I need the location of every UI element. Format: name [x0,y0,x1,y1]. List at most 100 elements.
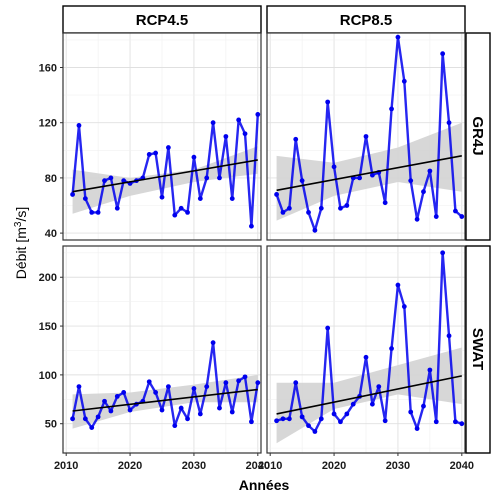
data-point [446,333,452,339]
data-point [236,117,242,123]
x-tick-label: 2030 [386,460,410,472]
data-point [459,214,465,219]
data-point [70,192,75,197]
data-point [204,175,210,181]
data-point [408,409,414,415]
data-point [274,192,279,197]
row-strips: GR4J SWAT [465,32,491,454]
data-point [363,134,369,139]
data-point [357,175,363,181]
data-point [159,407,165,413]
panel-border [266,245,466,454]
data-point [389,106,394,112]
series-line [71,341,259,429]
panel-SWAT-RCP4.5 [62,245,262,454]
data-point [114,205,120,211]
data-point [325,99,331,105]
data-point [293,380,299,386]
data-point [102,178,107,184]
data-point [146,152,152,157]
data-point [433,419,439,425]
data-point [108,175,114,181]
y-tick-label: 120 [39,118,57,130]
x-tick-label: 2020 [322,460,346,472]
panels [62,32,466,454]
panel-border [266,32,466,241]
data-point [197,411,203,417]
data-point [197,196,203,202]
data-point [249,223,254,229]
y-axis-title-prefix: Débit [m [13,227,29,279]
data-point [146,379,152,385]
x-tick-label: 2040 [246,460,270,472]
data-point [108,408,114,414]
data-point [299,414,305,420]
data-point [89,425,95,431]
data-point [70,416,75,422]
data-point [363,354,369,360]
data-point [382,418,388,424]
data-point [395,282,401,288]
data-point [369,401,375,407]
data-point [433,214,439,219]
data-point [210,340,216,346]
data-point [102,398,107,404]
trend-line [276,375,462,415]
data-point [312,429,318,434]
x-axis-title: Années [239,477,290,493]
data-point [82,196,88,202]
strip-row-2 [465,245,491,454]
data-point [255,112,261,117]
data-point [338,205,343,211]
data-point [159,194,165,200]
data-point [223,380,229,386]
y-tick-label: 150 [39,321,57,333]
data-point [293,136,299,142]
data-point [401,304,407,309]
y-tick-label: 40 [45,228,57,240]
strip-row-1 [465,32,491,241]
x-tick-label: 2010 [54,460,78,472]
data-point [82,416,88,422]
trend-line [72,388,258,412]
data-point [114,393,120,399]
data-point [440,51,446,57]
strip-label-col-1: RCP4.5 [136,12,189,29]
data-point [172,212,178,218]
trend-line [276,155,462,192]
data-point [453,208,458,214]
y-axis-title: Débit [m3/s] [13,207,30,279]
data-point [453,419,458,425]
data-point [153,390,159,395]
data-point [414,426,420,431]
data-point [421,189,426,195]
data-point [191,154,197,160]
x-tick-label: 2020 [118,460,142,472]
column-strips: RCP4.5 RCP8.5 [62,5,466,34]
data-point [165,145,171,150]
data-point [376,384,382,390]
y-axis-title-suffix: /s] [13,207,29,222]
y-tick-label: 160 [39,63,57,75]
strip-label-col-2: RCP8.5 [340,12,393,29]
panel-SWAT-RCP8.5 [266,245,466,454]
series-line [275,35,463,232]
panel-border [62,32,262,241]
data-point [76,384,82,390]
strip-label-row-2: SWAT [469,328,486,370]
strip-col-2 [266,5,466,34]
data-point [350,401,356,407]
data-point [217,175,222,181]
data-point [306,423,311,429]
y-axis-title-sup: 3 [13,221,24,227]
data-point [408,178,414,184]
data-point [172,423,178,429]
data-point [286,416,292,422]
data-point [459,421,465,427]
y-tick-label: 100 [39,370,57,382]
trend-line [72,159,258,193]
data-point [389,346,394,351]
data-point [191,386,197,391]
data-point [76,123,82,128]
